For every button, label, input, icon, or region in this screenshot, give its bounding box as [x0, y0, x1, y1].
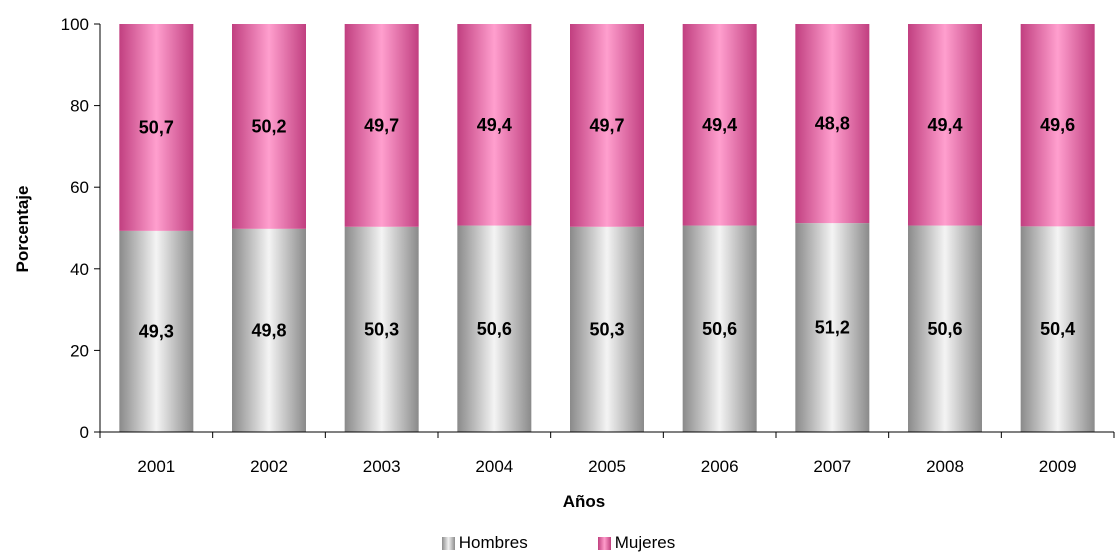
legend-swatch-hombres: [441, 536, 455, 550]
x-tick-label-2003: 2003: [363, 457, 401, 476]
x-tick-label-2004: 2004: [475, 457, 513, 476]
x-tick-label-2007: 2007: [813, 457, 851, 476]
x-tick-label-2005: 2005: [588, 457, 626, 476]
data-label-hombres-2002: 49,8: [251, 320, 286, 340]
bar-mujeres-2004: [457, 24, 532, 226]
data-label-hombres-2004: 50,6: [477, 319, 512, 339]
x-tick-label-2001: 2001: [137, 457, 175, 476]
legend-item-hombres: Hombres: [441, 533, 528, 553]
y-tick-label-20: 20: [70, 341, 89, 360]
data-label-hombres-2008: 50,6: [927, 319, 962, 339]
y-tick-label-60: 60: [70, 178, 89, 197]
data-label-mujeres-2009: 49,6: [1040, 115, 1075, 135]
y-axis-title: Porcentaje: [13, 186, 32, 273]
data-label-hombres-2001: 49,3: [139, 321, 174, 341]
stacked-bar-chart: 49,3 50,7 49,8 50,2 50,3 49,7 50,6 49,4 50,3 49,7…: [13, 15, 1115, 511]
axes-group: 2001 2002 2003 2004 2005 2006 2007 2008 2009 0 20 4…: [61, 15, 1115, 476]
x-tick-label-2006: 2006: [701, 457, 739, 476]
bar-mujeres-2008: [908, 24, 982, 226]
bar-hombres-2001: [119, 230, 194, 432]
data-label-mujeres-2007: 48,8: [815, 114, 850, 134]
data-label-mujeres-2008: 49,4: [927, 115, 962, 135]
data-label-hombres-2007: 51,2: [815, 318, 850, 338]
bar-mujeres-2005: [570, 24, 644, 227]
bar-mujeres-2003: [344, 24, 419, 227]
data-label-mujeres-2006: 49,4: [702, 115, 737, 135]
data-label-hombres-2006: 50,6: [702, 319, 737, 339]
bars-group: [119, 24, 1095, 432]
legend-swatch-mujeres: [597, 536, 611, 550]
data-label-mujeres-2005: 49,7: [589, 115, 624, 135]
y-tick-label-0: 0: [80, 423, 89, 442]
x-tick-label-2008: 2008: [926, 457, 964, 476]
data-label-mujeres-2002: 50,2: [251, 116, 286, 136]
data-label-mujeres-2001: 50,7: [139, 117, 174, 137]
bar-hombres-2002: [232, 228, 306, 432]
x-axis-title: Años: [563, 492, 606, 511]
legend-label-mujeres: Mujeres: [614, 533, 676, 552]
y-tick-label-80: 80: [70, 97, 89, 116]
bar-hombres-2006: [682, 225, 757, 432]
data-label-mujeres-2003: 49,7: [364, 115, 399, 135]
bar-hombres-2004: [457, 225, 532, 432]
bar-mujeres-2006: [682, 24, 757, 226]
y-tick-label-40: 40: [70, 260, 89, 279]
x-tick-label-2009: 2009: [1039, 457, 1077, 476]
bar-mujeres-2001: [119, 24, 194, 231]
data-label-hombres-2005: 50,3: [589, 319, 624, 339]
bar-mujeres-2007: [795, 24, 870, 224]
bar-hombres-2005: [570, 226, 644, 432]
bar-hombres-2009: [1020, 226, 1095, 432]
legend: Hombres Mujeres: [0, 530, 1117, 556]
bar-hombres-2008: [908, 225, 982, 432]
bar-hombres-2007: [795, 223, 870, 432]
x-tick-label-2002: 2002: [250, 457, 288, 476]
bar-hombres-2003: [344, 226, 419, 432]
bar-mujeres-2002: [232, 24, 306, 229]
legend-item-mujeres: Mujeres: [597, 533, 676, 553]
data-label-hombres-2003: 50,3: [364, 319, 399, 339]
data-label-hombres-2009: 50,4: [1040, 319, 1075, 339]
data-labels-group: 49,3 50,7 49,8 50,2 50,3 49,7 50,6 49,4 50,3 49,7…: [139, 114, 1075, 342]
data-label-mujeres-2004: 49,4: [477, 115, 512, 135]
legend-label-hombres: Hombres: [458, 533, 528, 552]
y-tick-label-100: 100: [61, 15, 89, 34]
bar-mujeres-2009: [1020, 24, 1095, 227]
